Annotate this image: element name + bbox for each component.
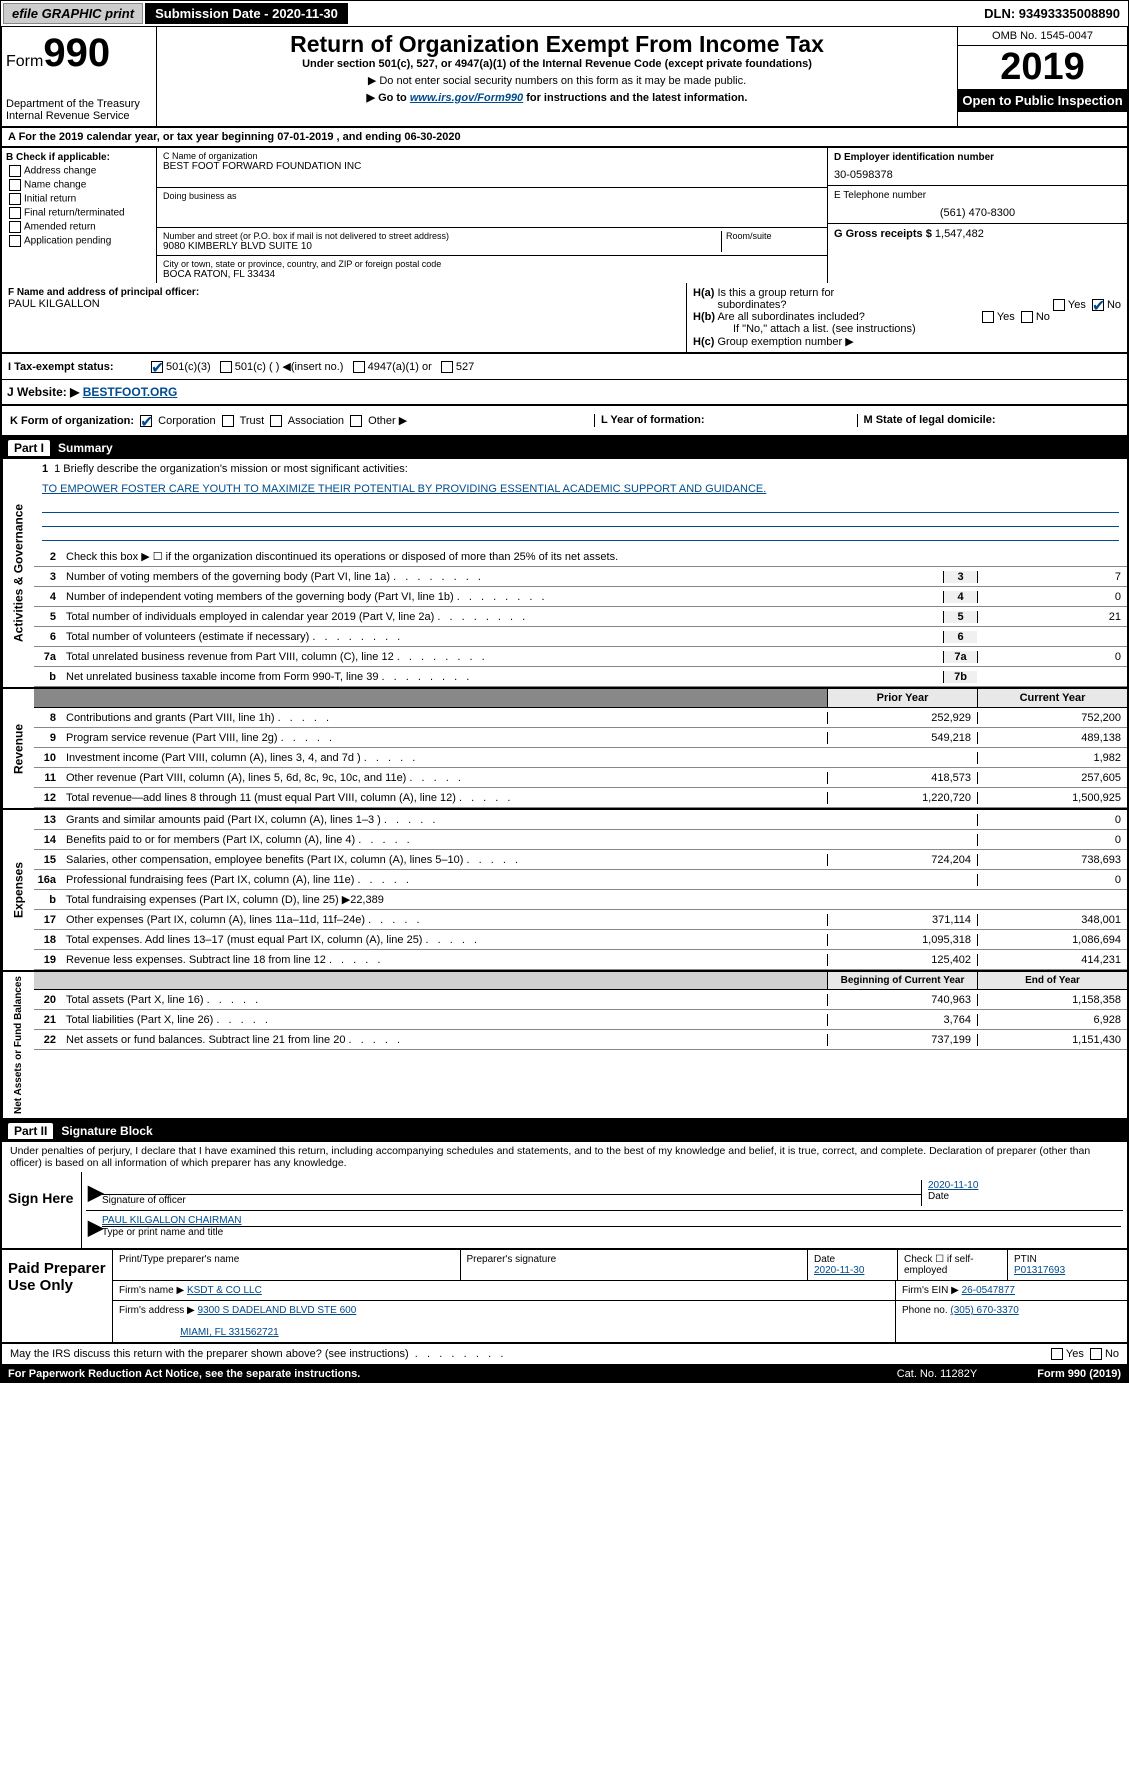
submission-date: Submission Date - 2020-11-30 bbox=[145, 3, 348, 24]
open-public: Open to Public Inspection bbox=[958, 89, 1127, 112]
data-line: 13Grants and similar amounts paid (Part … bbox=[34, 810, 1127, 830]
cb-address-change[interactable]: Address change bbox=[6, 165, 152, 177]
sign-here-block: Sign Here ▶ Signature of officer 2020-11… bbox=[0, 1172, 1129, 1250]
data-line: 19Revenue less expenses. Subtract line 1… bbox=[34, 950, 1127, 970]
irs-label: Internal Revenue Service bbox=[6, 110, 152, 122]
gov-line: 6Total number of volunteers (estimate if… bbox=[34, 627, 1127, 647]
cb-name-change[interactable]: Name change bbox=[6, 179, 152, 191]
instructions-link[interactable]: www.irs.gov/Form990 bbox=[410, 92, 523, 104]
paid-preparer-block: Paid Preparer Use Only Print/Type prepar… bbox=[0, 1250, 1129, 1344]
form-title: Return of Organization Exempt From Incom… bbox=[161, 31, 953, 58]
discuss-row: May the IRS discuss this return with the… bbox=[0, 1344, 1129, 1365]
data-line: 14Benefits paid to or for members (Part … bbox=[34, 830, 1127, 850]
data-line: 8Contributions and grants (Part VIII, li… bbox=[34, 708, 1127, 728]
org-name-box: C Name of organization BEST FOOT FORWARD… bbox=[157, 148, 827, 188]
cb-4947[interactable] bbox=[353, 361, 365, 373]
data-line: 11Other revenue (Part VIII, column (A), … bbox=[34, 768, 1127, 788]
data-line: 21Total liabilities (Part X, line 26) . … bbox=[34, 1010, 1127, 1030]
efile-button[interactable]: efile GRAPHIC print bbox=[3, 3, 143, 24]
footer: For Paperwork Reduction Act Notice, see … bbox=[0, 1365, 1129, 1383]
gov-line: 2Check this box ▶ ☐ if the organization … bbox=[34, 547, 1127, 567]
h-a: H(a) Is this a group return for subordin… bbox=[693, 287, 1121, 311]
part2-header: Part II Signature Block bbox=[0, 1120, 1129, 1142]
cb-501c3[interactable] bbox=[151, 361, 163, 373]
sign-here-label: Sign Here bbox=[2, 1172, 82, 1248]
omb-number: OMB No. 1545-0047 bbox=[958, 27, 1127, 46]
data-line: 12Total revenue—add lines 8 through 11 (… bbox=[34, 788, 1127, 808]
data-line: 20Total assets (Part X, line 16) . . . .… bbox=[34, 990, 1127, 1010]
paid-preparer-label: Paid Preparer Use Only bbox=[2, 1250, 112, 1342]
principal-officer: F Name and address of principal officer:… bbox=[2, 283, 687, 352]
cb-final-return[interactable]: Final return/terminated bbox=[6, 207, 152, 219]
row-a-period: A For the 2019 calendar year, or tax yea… bbox=[0, 128, 1129, 148]
side-expenses: Expenses bbox=[2, 810, 34, 970]
subtitle-3: ▶ Go to www.irs.gov/Form990 for instruct… bbox=[161, 91, 953, 104]
cb-discuss-yes[interactable] bbox=[1051, 1348, 1063, 1360]
cb-501c[interactable] bbox=[220, 361, 232, 373]
gov-line: 3Number of voting members of the governi… bbox=[34, 567, 1127, 587]
data-line: 9Program service revenue (Part VIII, lin… bbox=[34, 728, 1127, 748]
city-box: City or town, state or province, country… bbox=[157, 256, 827, 283]
dba-box: Doing business as bbox=[157, 188, 827, 228]
gov-line: 5Total number of individuals employed in… bbox=[34, 607, 1127, 627]
row-k: K Form of organization: Corporation Trus… bbox=[0, 406, 1129, 437]
expenses-section: Expenses 13Grants and similar amounts pa… bbox=[0, 810, 1129, 972]
data-line: 10Investment income (Part VIII, column (… bbox=[34, 748, 1127, 768]
arrow-icon: ▶ bbox=[88, 1180, 102, 1206]
year-header: Prior Year Current Year bbox=[34, 689, 1127, 708]
cb-initial-return[interactable]: Initial return bbox=[6, 193, 152, 205]
cb-discuss-no[interactable] bbox=[1090, 1348, 1102, 1360]
subtitle-2: ▶ Do not enter social security numbers o… bbox=[161, 74, 953, 87]
side-netassets: Net Assets or Fund Balances bbox=[2, 972, 34, 1118]
cb-trust[interactable] bbox=[222, 415, 234, 427]
website-link[interactable]: BESTFOOT.ORG bbox=[83, 385, 178, 399]
top-bar: efile GRAPHIC print Submission Date - 20… bbox=[0, 0, 1129, 27]
mission-text: TO EMPOWER FOSTER CARE YOUTH TO MAXIMIZE… bbox=[42, 483, 766, 495]
row-j-website: J Website: ▶ BESTFOOT.ORG bbox=[0, 380, 1129, 406]
entity-block: B Check if applicable: Address change Na… bbox=[0, 148, 1129, 283]
subtitle-1: Under section 501(c), 527, or 4947(a)(1)… bbox=[161, 58, 953, 70]
data-line: 16aProfessional fundraising fees (Part I… bbox=[34, 870, 1127, 890]
h-c: H(c) Group exemption number ▶ bbox=[693, 335, 1121, 348]
form-header: Form990 Department of the Treasury Inter… bbox=[0, 27, 1129, 128]
dln: DLN: 93493335008890 bbox=[976, 3, 1128, 24]
data-line: 17Other expenses (Part IX, column (A), l… bbox=[34, 910, 1127, 930]
cb-527[interactable] bbox=[441, 361, 453, 373]
side-revenue: Revenue bbox=[2, 689, 34, 808]
form-number: Form990 bbox=[6, 31, 152, 76]
data-line: 15Salaries, other compensation, employee… bbox=[34, 850, 1127, 870]
cb-amended[interactable]: Amended return bbox=[6, 221, 152, 233]
year-header-2: Beginning of Current Year End of Year bbox=[34, 972, 1127, 990]
gross-receipts: G Gross receipts $ 1,547,482 bbox=[828, 224, 1127, 244]
ein-box: D Employer identification number 30-0598… bbox=[828, 148, 1127, 186]
gov-line: bNet unrelated business taxable income f… bbox=[34, 667, 1127, 687]
data-line: bTotal fundraising expenses (Part IX, co… bbox=[34, 890, 1127, 910]
phone-box: E Telephone number (561) 470-8300 bbox=[828, 186, 1127, 224]
row-i: I Tax-exempt status: 501(c)(3) 501(c) ( … bbox=[0, 354, 1129, 380]
tax-year: 2019 bbox=[958, 46, 1127, 89]
governance-section: Activities & Governance 11 Briefly descr… bbox=[0, 459, 1129, 689]
dept-label: Department of the Treasury bbox=[6, 98, 152, 110]
cb-corp[interactable] bbox=[140, 415, 152, 427]
gov-line: 7aTotal unrelated business revenue from … bbox=[34, 647, 1127, 667]
h-b-note: If "No," attach a list. (see instruction… bbox=[693, 323, 1121, 335]
arrow-icon: ▶ bbox=[88, 1215, 102, 1240]
data-line: 22Net assets or fund balances. Subtract … bbox=[34, 1030, 1127, 1050]
cb-other[interactable] bbox=[350, 415, 362, 427]
row-fh: F Name and address of principal officer:… bbox=[0, 283, 1129, 354]
cb-assoc[interactable] bbox=[270, 415, 282, 427]
check-applicable-label: B Check if applicable: bbox=[6, 152, 152, 163]
side-governance: Activities & Governance bbox=[2, 459, 34, 687]
revenue-section: Revenue Prior Year Current Year 8Contrib… bbox=[0, 689, 1129, 810]
penalties-text: Under penalties of perjury, I declare th… bbox=[0, 1142, 1129, 1172]
part1-header: Part I Summary bbox=[0, 437, 1129, 459]
street-box: Number and street (or P.O. box if mail i… bbox=[157, 228, 827, 256]
h-b: H(b) Are all subordinates included? Yes … bbox=[693, 311, 1121, 323]
mission-q: 11 Briefly describe the organization's m… bbox=[34, 459, 1127, 479]
cb-application[interactable]: Application pending bbox=[6, 235, 152, 247]
gov-line: 4Number of independent voting members of… bbox=[34, 587, 1127, 607]
netassets-section: Net Assets or Fund Balances Beginning of… bbox=[0, 972, 1129, 1120]
data-line: 18Total expenses. Add lines 13–17 (must … bbox=[34, 930, 1127, 950]
